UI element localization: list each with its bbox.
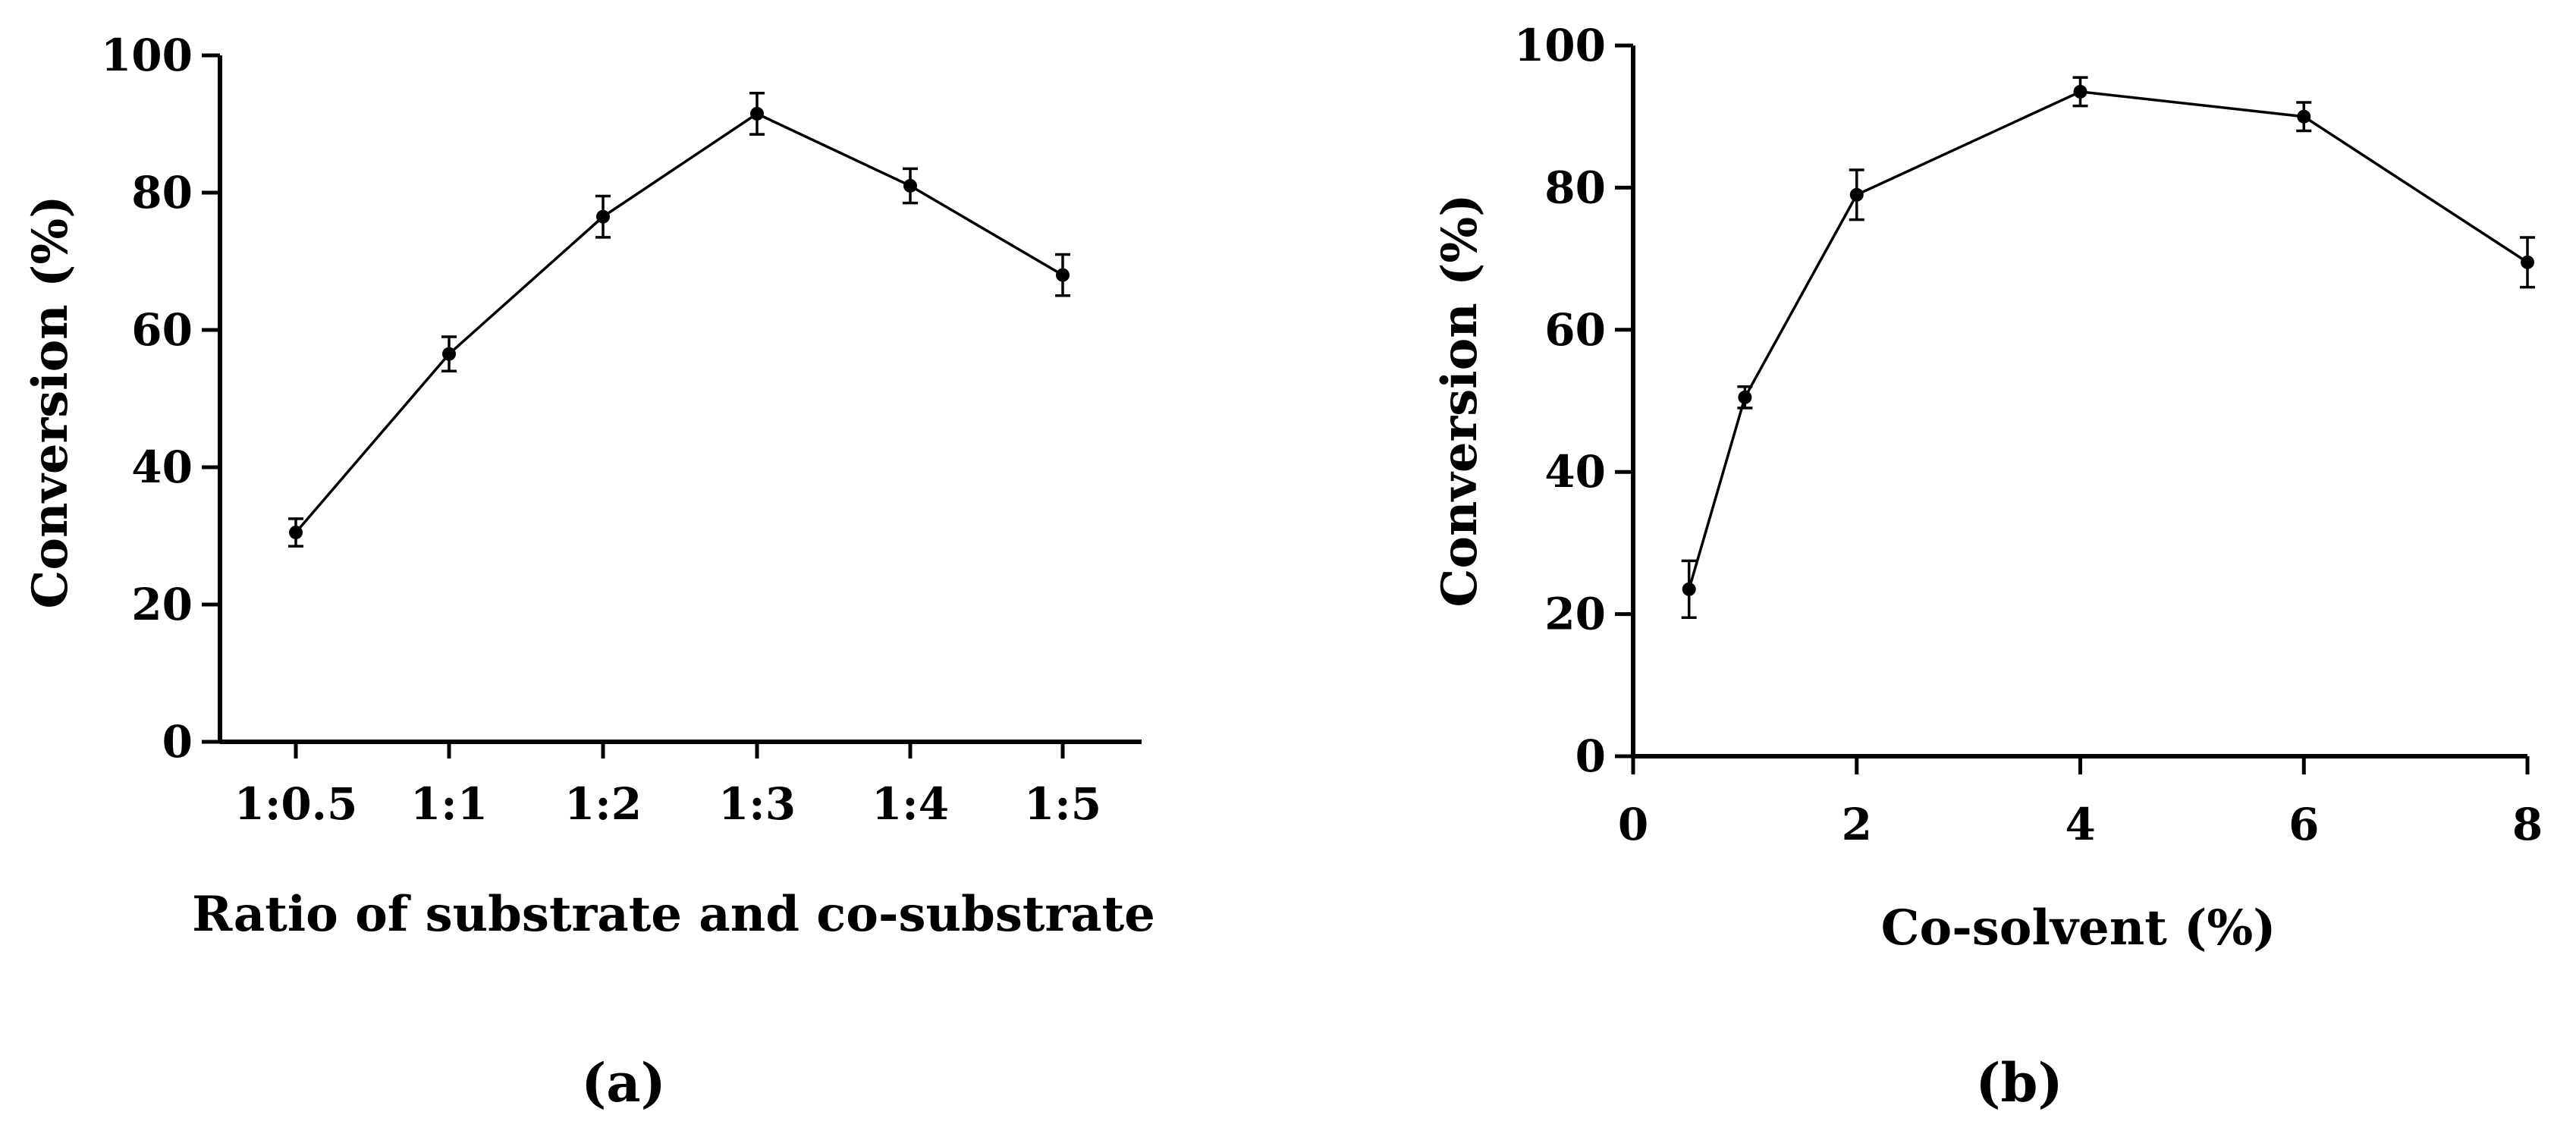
x-tick-label: 2 <box>1842 799 1872 850</box>
data-point <box>2073 84 2088 99</box>
data-point <box>1738 390 1752 404</box>
data-point <box>1682 582 1696 596</box>
data-point <box>1056 268 1070 282</box>
data-point <box>2521 255 2534 269</box>
y-tick-label: 100 <box>1514 20 1606 71</box>
x-tick-label: 1:5 <box>1024 778 1101 830</box>
x-tick-label: 6 <box>2289 799 2319 850</box>
series-line <box>294 112 1063 534</box>
x-tick-label: 1:2 <box>564 778 642 830</box>
series-line <box>1688 90 2528 590</box>
data-point <box>1849 187 1864 202</box>
data-point <box>750 106 764 121</box>
x-tick-label: 0 <box>1618 799 1648 850</box>
y-tick-label: 20 <box>1544 589 1606 640</box>
y-tick-label: 60 <box>131 304 193 356</box>
y-tick-label: 40 <box>131 441 193 493</box>
x-axis-title: Ratio of substrate and co-substrate <box>192 886 1155 943</box>
data-point <box>289 525 303 539</box>
y-tick-label: 0 <box>1575 730 1606 782</box>
y-tick-label: 80 <box>1544 162 1606 213</box>
data-point <box>903 178 917 193</box>
data-point <box>442 347 456 361</box>
y-axis-title: Conversion (%) <box>1431 194 1488 608</box>
y-tick-label: 40 <box>1544 446 1606 498</box>
y-tick-label: 20 <box>131 579 193 630</box>
y-tick-label: 0 <box>162 716 193 768</box>
chart-panel-b: 0 20 40 60 80 100 0 2 4 6 8 Co-solvent (%) Convers… <box>1431 20 2543 1114</box>
x-tick-label: 1:0.5 <box>234 778 358 830</box>
y-tick-label: 60 <box>1544 304 1606 356</box>
data-point <box>596 209 610 224</box>
x-tick-label: 1:3 <box>718 778 796 830</box>
chart-panel-a: 0 20 40 60 80 100 1:0.5 1:1 1:2 1:3 1:4 1:5 Ratio o… <box>22 30 1155 1114</box>
x-tick-label: 4 <box>2065 799 2095 850</box>
y-tick-label: 100 <box>101 30 193 81</box>
data-point <box>2297 109 2311 124</box>
x-tick-label: 1:1 <box>410 778 488 830</box>
y-tick-label: 80 <box>131 167 193 218</box>
x-tick-label: 8 <box>2512 799 2543 850</box>
x-tick-label: 1:4 <box>872 778 949 830</box>
panel-label-a: (a) <box>581 1051 666 1114</box>
panel-label-b: (b) <box>1975 1051 2062 1114</box>
x-axis-title: Co-solvent (%) <box>1881 900 2276 956</box>
y-axis-title: Conversion (%) <box>22 196 79 609</box>
